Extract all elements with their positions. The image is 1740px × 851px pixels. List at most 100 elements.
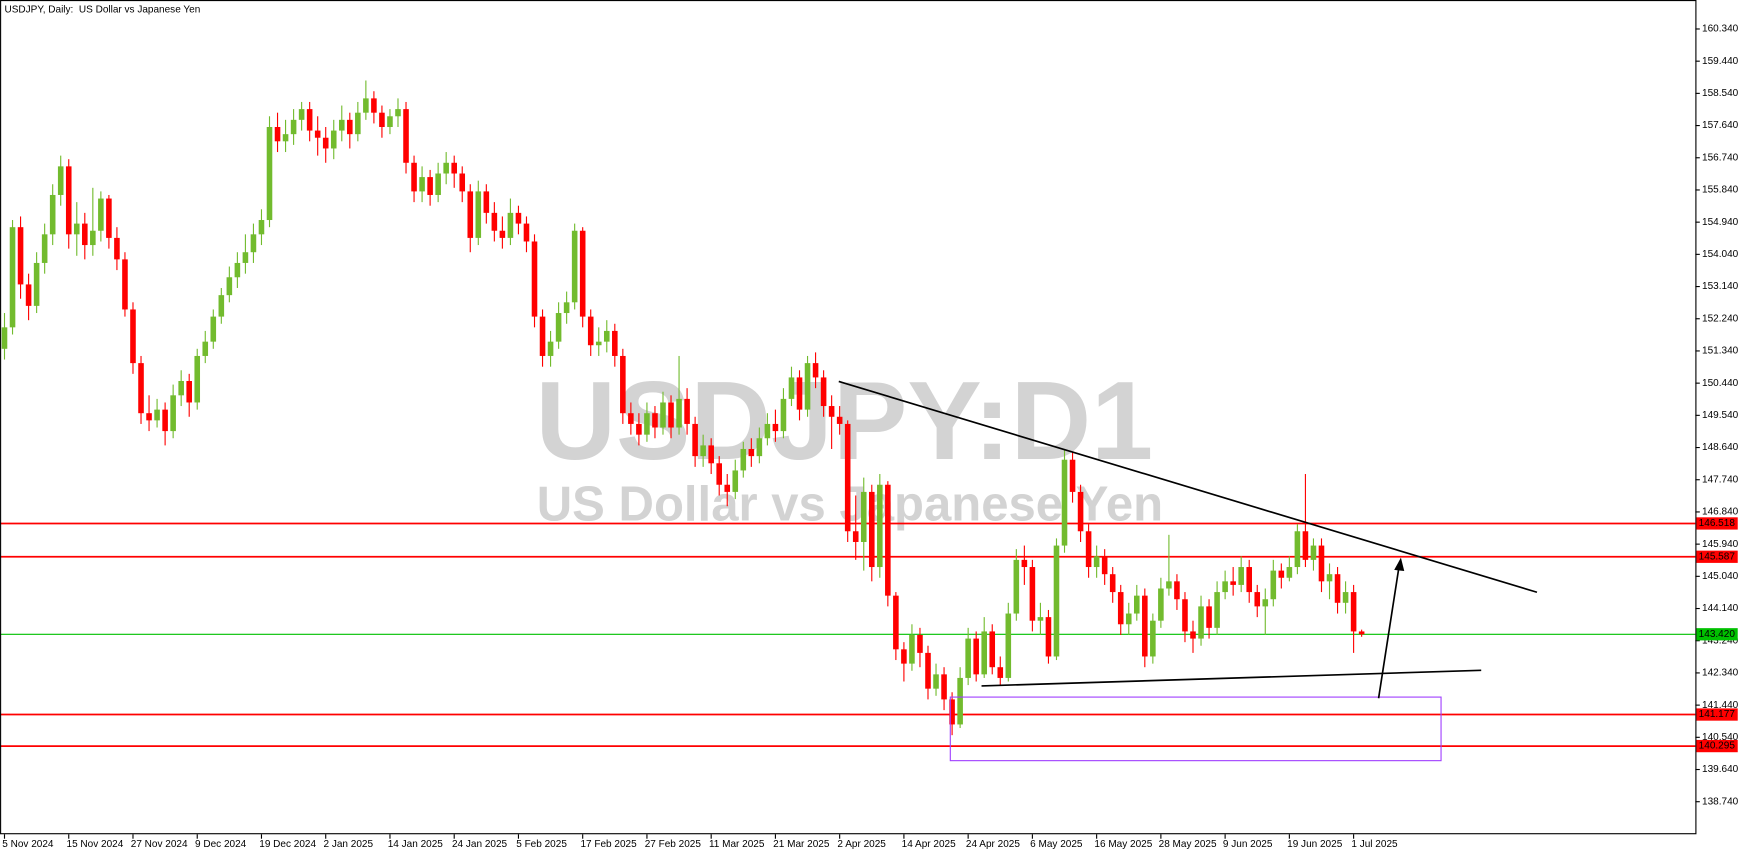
- candle-body: [266, 127, 273, 221]
- candle-body: [756, 438, 763, 457]
- x-tick-label: 6 May 2025: [1030, 839, 1083, 850]
- candle-body: [330, 130, 337, 149]
- price-level-tag: [1696, 517, 1738, 530]
- candle-body: [282, 134, 289, 142]
- y-tick-label: 155.840: [1702, 185, 1739, 196]
- candle-body: [724, 484, 731, 492]
- x-tick-label: 24 Apr 2025: [966, 839, 1020, 850]
- candle-body: [154, 409, 160, 421]
- candle-body: [451, 162, 457, 174]
- candle-body: [1294, 531, 1301, 568]
- y-tick-label: 141.440: [1702, 700, 1739, 711]
- price-level-tag: [1696, 628, 1738, 641]
- candle-body: [1182, 599, 1188, 632]
- candle-body: [764, 423, 771, 439]
- candle-body: [595, 341, 602, 346]
- candle-body: [515, 212, 522, 224]
- candle-body: [836, 416, 843, 424]
- x-tick-label: 14 Jan 2025: [388, 839, 444, 850]
- y-tick-label: 139.640: [1702, 764, 1739, 775]
- candle-body: [1166, 581, 1172, 589]
- candle-body: [1278, 570, 1285, 578]
- x-tick-label: 1 Jul 2025: [1351, 839, 1398, 850]
- candle-body: [459, 173, 466, 192]
- candle-body: [419, 177, 425, 192]
- candle-body: [290, 119, 297, 135]
- y-tick-label: 148.640: [1702, 442, 1739, 453]
- candle-body: [732, 470, 739, 492]
- y-tick-label: 158.540: [1702, 88, 1739, 99]
- candle-body: [587, 316, 594, 346]
- x-tick-label: 9 Dec 2024: [195, 839, 247, 850]
- candle-body: [242, 252, 249, 263]
- candle-body: [780, 398, 787, 432]
- candle-body: [106, 198, 112, 238]
- price-level-tag: [1696, 739, 1738, 753]
- chart-header: USDJPY, Daily: US Dollar vs Japanese Yen: [5, 5, 201, 16]
- candle-body: [499, 230, 506, 238]
- candle-body: [844, 423, 851, 532]
- candle-body: [716, 463, 722, 485]
- candle-body: [210, 316, 217, 342]
- candle-body: [298, 109, 305, 120]
- candle-body: [668, 402, 674, 428]
- candle-body: [1326, 574, 1333, 582]
- candle-body: [660, 402, 666, 428]
- candle-body: [1085, 531, 1092, 568]
- candle-body: [1246, 567, 1253, 593]
- candle-body: [314, 130, 321, 138]
- candle-body: [612, 330, 618, 356]
- candle-body: [1061, 459, 1068, 546]
- y-tick-label: 152.240: [1702, 313, 1739, 324]
- candle-body: [9, 227, 16, 328]
- candle-body: [25, 284, 32, 306]
- x-tick-label: 27 Nov 2024: [131, 839, 188, 850]
- candle-body: [1262, 599, 1269, 607]
- candle-body: [933, 674, 939, 689]
- candle-body: [1101, 556, 1108, 575]
- candle-body: [258, 220, 265, 235]
- candle-body: [860, 491, 867, 542]
- candle-body: [1005, 613, 1012, 678]
- candle-body: [917, 635, 923, 653]
- candle-body: [539, 316, 546, 356]
- candle-body: [1286, 567, 1293, 578]
- candle-body: [547, 341, 554, 356]
- y-tick-label: 142.340: [1702, 668, 1739, 679]
- x-tick-label: 19 Jun 2025: [1287, 839, 1343, 850]
- price-level-label: 146.518: [1699, 518, 1736, 529]
- candle-body: [1270, 570, 1277, 600]
- candle-body: [772, 423, 779, 432]
- x-tick-label: 16 May 2025: [1094, 839, 1152, 850]
- drawings: [838, 380, 1538, 762]
- candle-body: [788, 377, 795, 399]
- candle-body: [1029, 567, 1036, 621]
- candle-body: [981, 631, 987, 675]
- candle-body: [523, 223, 530, 242]
- candle-body: [202, 341, 209, 356]
- candle-body: [973, 638, 979, 675]
- candle-body: [628, 413, 634, 424]
- candle-body: [1214, 592, 1220, 628]
- y-tick-label: 145.940: [1702, 539, 1739, 550]
- candle-body: [989, 631, 996, 668]
- y-tick-label: 138.740: [1702, 796, 1739, 807]
- x-tick-label: 28 May 2025: [1159, 839, 1217, 850]
- candle-body: [957, 677, 963, 725]
- y-tick-label: 153.140: [1702, 281, 1739, 292]
- candle-body: [1093, 556, 1100, 568]
- candle-body: [644, 413, 650, 435]
- x-tick-label: 5 Nov 2024: [2, 839, 54, 850]
- candle-body: [65, 166, 72, 235]
- candle-body: [274, 127, 281, 142]
- candle-body: [1238, 567, 1244, 585]
- candle-body: [636, 423, 642, 435]
- candle-body: [41, 234, 48, 263]
- candle-body: [491, 212, 498, 231]
- price-level-tag: [1696, 708, 1738, 721]
- candle-body: [901, 649, 907, 664]
- y-tick-label: 144.140: [1702, 603, 1739, 614]
- candle-body: [507, 212, 514, 238]
